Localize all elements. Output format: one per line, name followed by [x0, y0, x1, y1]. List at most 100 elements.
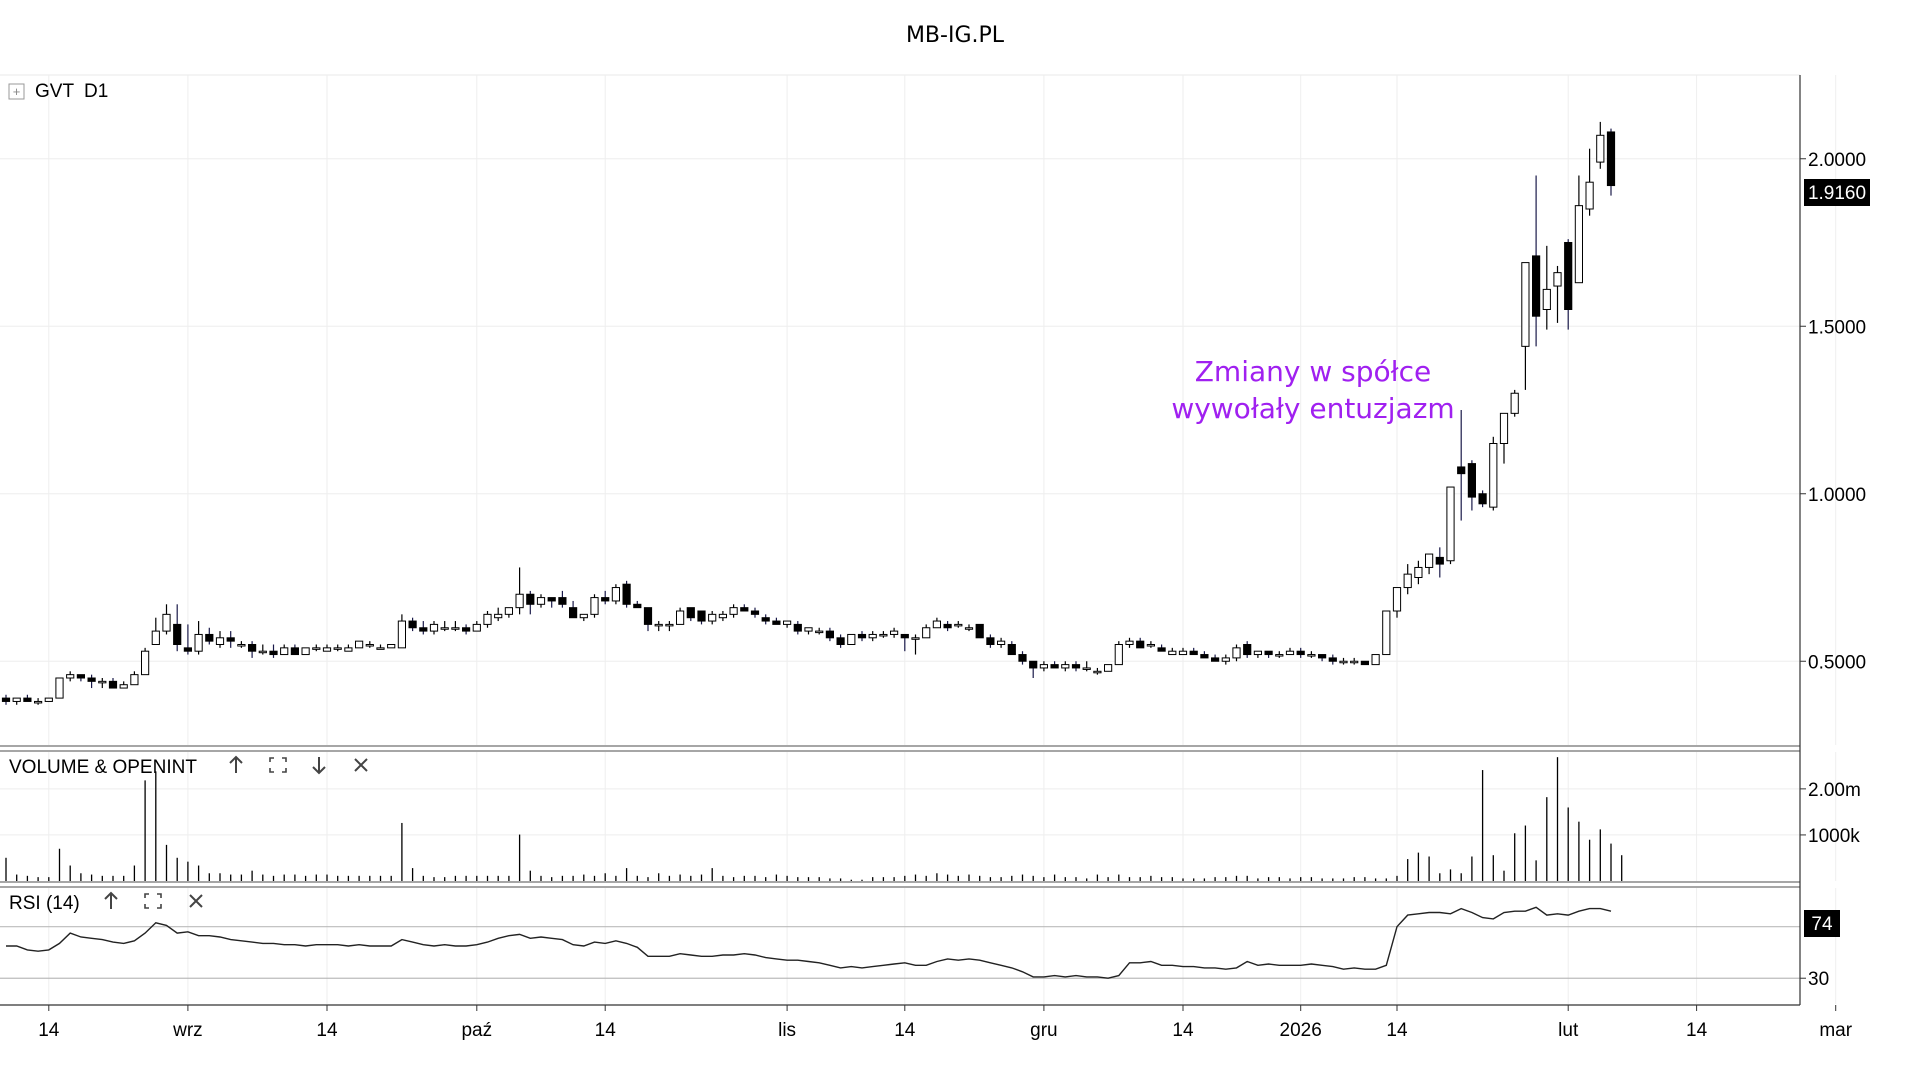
annotation-line1: Zmiany w spółce [1195, 355, 1431, 388]
candle-body [290, 647, 299, 656]
candle [783, 620, 792, 628]
timeframe-label: D1 [84, 81, 108, 102]
candle [569, 600, 578, 619]
candle [1339, 657, 1348, 665]
time-tick-label: 14 [1386, 1020, 1408, 1041]
candle [1104, 664, 1113, 672]
candle-body [1200, 654, 1209, 659]
candle [1435, 547, 1444, 578]
candle [1157, 644, 1166, 652]
fullscreen-icon[interactable] [269, 757, 287, 773]
candle [1168, 647, 1177, 656]
candle-body [761, 617, 770, 622]
candle [590, 594, 599, 618]
last-price-tag [1804, 179, 1870, 206]
candle-body [857, 633, 867, 639]
candle [1253, 650, 1263, 658]
candle-body [408, 620, 417, 629]
arrow-up-icon[interactable] [104, 891, 118, 909]
candle [215, 631, 225, 648]
rsi-value-tag [1804, 910, 1840, 937]
candle-body [55, 677, 64, 699]
candle [1136, 637, 1145, 649]
candle [205, 627, 214, 645]
candle-body [151, 630, 160, 645]
candle-body [1414, 566, 1423, 579]
candle-body [997, 640, 1006, 646]
candle-body [108, 680, 118, 689]
candle [1178, 647, 1188, 656]
candle [579, 613, 588, 622]
candle-body [1435, 556, 1444, 565]
candle-body [825, 630, 834, 639]
price-tick-label: 0.5000 [1808, 652, 1866, 673]
candle [1146, 641, 1156, 648]
candle [1499, 412, 1509, 464]
candle-body [1360, 660, 1370, 666]
candle [857, 631, 867, 642]
candle [1275, 651, 1284, 658]
candle [547, 597, 556, 608]
candle [825, 627, 834, 642]
candle [686, 607, 695, 622]
candle-body [119, 684, 128, 689]
time-tick-label: gru [1030, 1020, 1057, 1041]
candle [1382, 610, 1391, 656]
candle-body [258, 650, 267, 654]
candle [911, 634, 920, 655]
candle [1425, 553, 1434, 575]
candle [1446, 486, 1455, 565]
candle [462, 624, 471, 635]
candle-body [1564, 242, 1573, 310]
close-icon[interactable] [189, 894, 203, 908]
candle [922, 624, 931, 639]
candle [98, 678, 107, 689]
candle [119, 681, 128, 689]
plus-box-icon[interactable] [8, 83, 25, 100]
candle [1243, 641, 1252, 658]
candle-body [943, 623, 952, 629]
candle-body [173, 623, 182, 646]
candle-body [1532, 255, 1541, 317]
candle-body [226, 637, 235, 642]
candle [66, 671, 75, 682]
candle-body [1403, 573, 1412, 589]
candle [1467, 460, 1477, 511]
candle-body [611, 587, 620, 602]
candle [162, 604, 171, 635]
candle-body [633, 603, 642, 609]
candle-body [440, 627, 449, 630]
candle [761, 614, 770, 625]
candle [301, 647, 310, 656]
fullscreen-icon[interactable] [144, 893, 162, 909]
candle [836, 634, 845, 648]
candle-body [815, 630, 824, 634]
candle [269, 644, 278, 658]
candle-body [1285, 650, 1295, 656]
candle-body [1157, 647, 1166, 652]
candle [1200, 651, 1209, 659]
rsi-grid [0, 888, 1837, 1004]
candle [55, 677, 64, 699]
candle-body [536, 597, 546, 605]
arrow-up-icon[interactable] [229, 755, 243, 773]
candle [1221, 654, 1230, 665]
candle-body [1339, 660, 1348, 664]
candle [611, 584, 620, 605]
candle-body [932, 620, 941, 629]
candle-body [1029, 660, 1038, 669]
arrow-down-icon[interactable] [312, 757, 326, 775]
close-icon[interactable] [354, 758, 368, 772]
candle [750, 607, 760, 618]
annotation-line2: wywołały entuzjazm [1171, 392, 1454, 425]
candle [654, 621, 663, 632]
candle [237, 641, 246, 648]
candle-body [515, 593, 524, 609]
time-tick-label: 14 [1172, 1020, 1194, 1041]
candle-body [1189, 650, 1198, 656]
candle-body [1168, 650, 1177, 656]
candle [740, 604, 749, 612]
candle-body [494, 613, 503, 619]
candle [1232, 644, 1241, 662]
